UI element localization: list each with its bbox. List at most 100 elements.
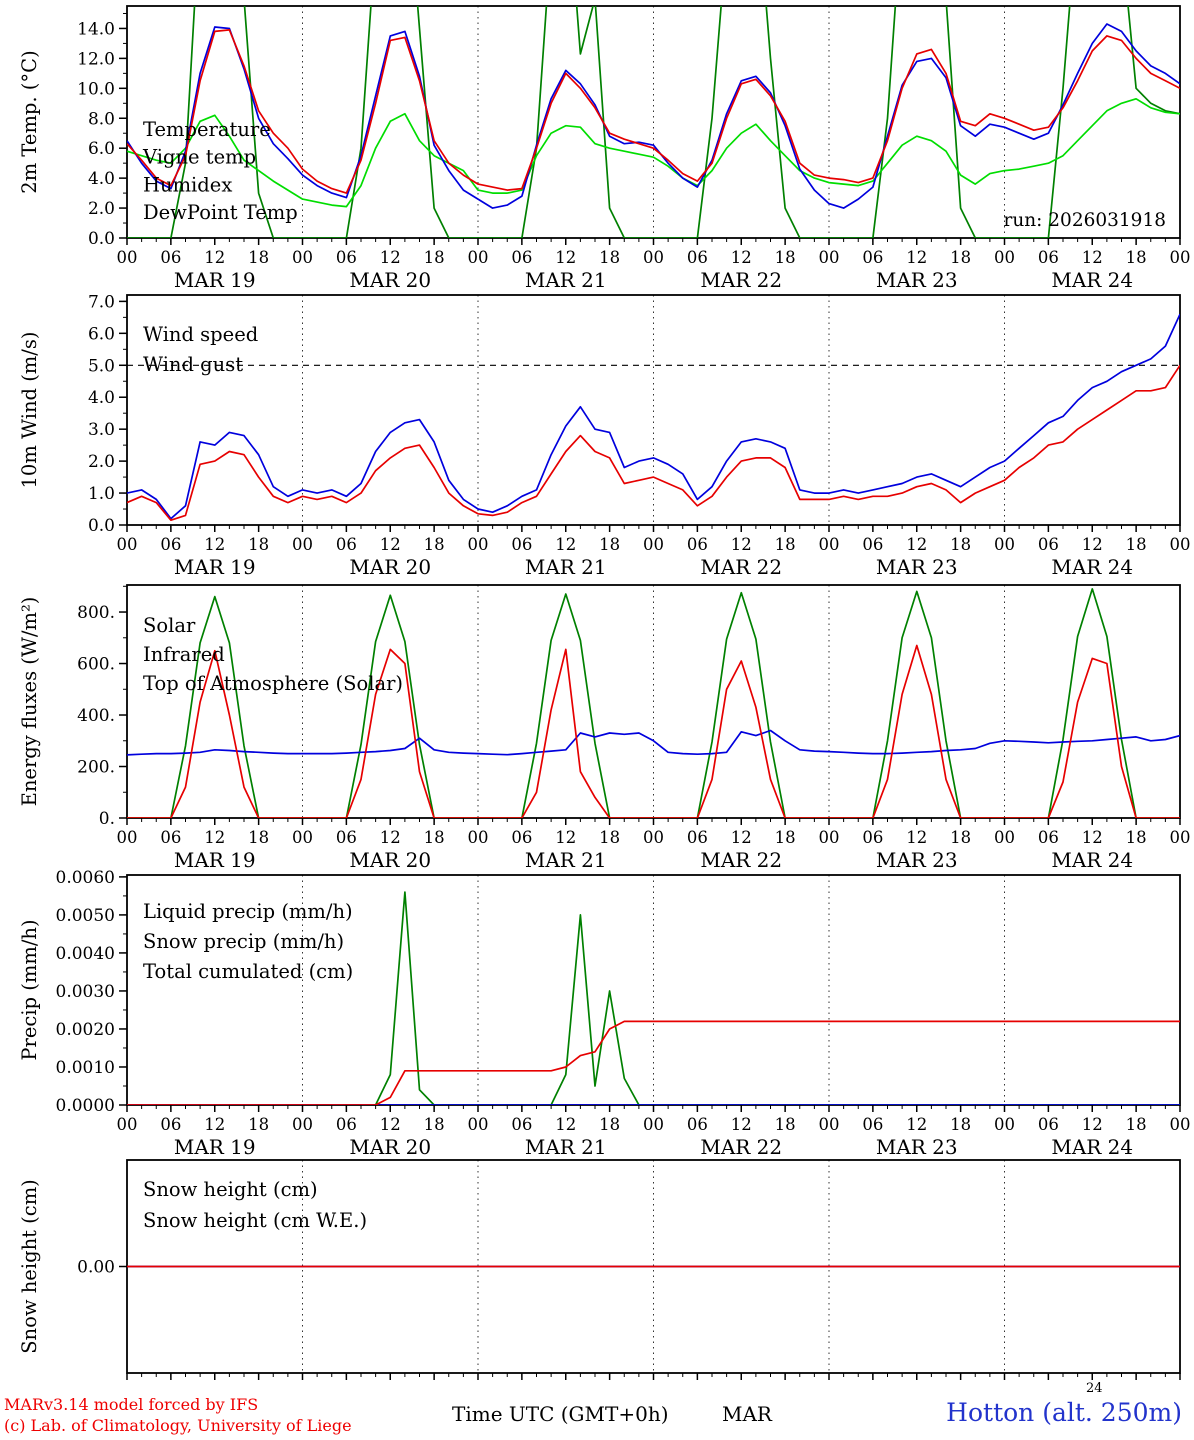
svg-text:MAR 23: MAR 23 xyxy=(876,555,958,578)
svg-text:Humidex: Humidex xyxy=(143,173,232,196)
svg-text:8.0: 8.0 xyxy=(88,109,115,129)
svg-text:00: 00 xyxy=(1170,248,1191,267)
svg-text:Snow precip (mm/h): Snow precip (mm/h) xyxy=(143,930,344,953)
series-total-cumulated-cm xyxy=(127,1020,1180,1105)
svg-text:2m Temp. (°C): 2m Temp. (°C) xyxy=(18,50,41,193)
svg-text:00: 00 xyxy=(819,1115,840,1134)
svg-text:00: 00 xyxy=(643,828,664,847)
svg-text:00: 00 xyxy=(117,1115,138,1134)
svg-text:1.0: 1.0 xyxy=(88,484,115,504)
temperature-chart: 0.0 2.0 4.0 6.0 8.0 10.0 12.0 14.0 00 06 12 18 00 06 1… xyxy=(18,5,1191,290)
svg-text:18: 18 xyxy=(424,535,445,554)
svg-text:Energy fluxes (W/m²): Energy fluxes (W/m²) xyxy=(18,597,41,807)
svg-text:18: 18 xyxy=(775,828,796,847)
svg-text:18: 18 xyxy=(950,828,971,847)
svg-text:MAR 19: MAR 19 xyxy=(174,555,256,578)
svg-text:18: 18 xyxy=(950,1115,971,1134)
svg-text:12: 12 xyxy=(204,1115,225,1134)
snow-height-chart: 0.00 Snow height (cm) Snow height (cm) Snow… xyxy=(18,1159,1181,1380)
svg-text:0.0040: 0.0040 xyxy=(56,944,115,964)
svg-text:2.0: 2.0 xyxy=(88,452,115,472)
svg-text:06: 06 xyxy=(160,828,181,847)
svg-text:00: 00 xyxy=(468,535,489,554)
svg-text:10m Wind (m/s): 10m Wind (m/s) xyxy=(18,332,41,489)
svg-text:MAR 22: MAR 22 xyxy=(700,268,782,290)
svg-text:4.0: 4.0 xyxy=(88,388,115,408)
svg-text:06: 06 xyxy=(160,535,181,554)
svg-text:14.0: 14.0 xyxy=(77,19,115,39)
svg-text:18: 18 xyxy=(775,248,796,267)
svg-text:12: 12 xyxy=(555,1115,576,1134)
svg-text:00: 00 xyxy=(643,1115,664,1134)
svg-text:MAR 20: MAR 20 xyxy=(349,1135,431,1158)
svg-text:12: 12 xyxy=(1082,535,1103,554)
svg-text:00: 00 xyxy=(117,828,138,847)
svg-text:0.0: 0.0 xyxy=(88,229,115,249)
svg-text:Infrared: Infrared xyxy=(143,643,225,666)
svg-text:Liquid precip (mm/h): Liquid precip (mm/h) xyxy=(143,900,353,923)
svg-text:3.0: 3.0 xyxy=(88,420,115,440)
svg-text:800.: 800. xyxy=(77,603,115,623)
svg-text:12: 12 xyxy=(380,828,401,847)
svg-text:18: 18 xyxy=(248,1115,269,1134)
svg-text:MAR 22: MAR 22 xyxy=(700,555,782,578)
model-credit-line2: (c) Lab. of Climatology, University of L… xyxy=(4,1416,352,1435)
svg-text:18: 18 xyxy=(248,248,269,267)
page-number: 24 xyxy=(1086,1381,1103,1396)
svg-text:12: 12 xyxy=(380,248,401,267)
svg-text:18: 18 xyxy=(248,828,269,847)
svg-text:06: 06 xyxy=(1038,535,1059,554)
svg-text:0.0010: 0.0010 xyxy=(56,1058,115,1078)
svg-text:12: 12 xyxy=(906,1115,927,1134)
svg-text:12: 12 xyxy=(731,248,752,267)
svg-text:run: 2026031918: run: 2026031918 xyxy=(1004,210,1167,231)
svg-text:Precip (mm/h): Precip (mm/h) xyxy=(18,919,41,1060)
svg-text:12: 12 xyxy=(380,535,401,554)
svg-text:18: 18 xyxy=(1126,535,1147,554)
svg-text:18: 18 xyxy=(424,1115,445,1134)
svg-text:18: 18 xyxy=(599,1115,620,1134)
svg-text:06: 06 xyxy=(336,535,357,554)
svg-text:00: 00 xyxy=(1170,1115,1191,1134)
wind-chart: 0.0 1.0 2.0 3.0 4.0 5.0 6.0 7.0 00 06 12 18 00 06 12 18… xyxy=(18,292,1191,578)
svg-text:MAR 24: MAR 24 xyxy=(1051,1135,1133,1158)
svg-text:MAR 19: MAR 19 xyxy=(174,1135,256,1158)
svg-text:06: 06 xyxy=(862,535,883,554)
svg-text:06: 06 xyxy=(862,248,883,267)
svg-text:12: 12 xyxy=(204,535,225,554)
series-dewpoint-temp xyxy=(127,97,1180,208)
svg-text:MAR 21: MAR 21 xyxy=(525,1135,607,1158)
svg-text:0.0050: 0.0050 xyxy=(56,906,115,926)
svg-text:12: 12 xyxy=(731,828,752,847)
svg-text:MAR 21: MAR 21 xyxy=(525,848,607,868)
svg-text:0.0: 0.0 xyxy=(88,516,115,536)
svg-text:12: 12 xyxy=(1082,828,1103,847)
svg-text:4.0: 4.0 xyxy=(88,169,115,189)
svg-text:12: 12 xyxy=(555,535,576,554)
svg-text:Snow height (cm): Snow height (cm) xyxy=(143,1178,318,1201)
svg-text:5.0: 5.0 xyxy=(88,356,115,376)
series-wind-speed xyxy=(127,364,1180,522)
svg-text:Temperature: Temperature xyxy=(143,118,271,141)
svg-text:Vigne temp: Vigne temp xyxy=(142,146,256,169)
svg-text:10.0: 10.0 xyxy=(77,79,115,99)
svg-text:06: 06 xyxy=(511,535,532,554)
svg-text:200.: 200. xyxy=(77,758,115,778)
svg-text:7.0: 7.0 xyxy=(88,292,115,312)
svg-text:06: 06 xyxy=(511,828,532,847)
svg-text:18: 18 xyxy=(1126,248,1147,267)
precip-chart: 0.0000 0.0010 0.0020 0.0030 0.0040 0.0050 0.00… xyxy=(18,868,1191,1158)
series-infrared xyxy=(127,729,1180,756)
svg-text:MAR 19: MAR 19 xyxy=(174,268,256,290)
svg-text:06: 06 xyxy=(687,248,708,267)
model-credit: MARv3.14 model forced by IFS (c) Lab. of… xyxy=(4,1394,352,1436)
svg-text:0.00: 0.00 xyxy=(77,1258,115,1278)
svg-text:12: 12 xyxy=(906,828,927,847)
svg-text:18: 18 xyxy=(1126,828,1147,847)
svg-text:12: 12 xyxy=(906,248,927,267)
svg-text:18: 18 xyxy=(599,828,620,847)
svg-text:00: 00 xyxy=(994,828,1015,847)
svg-text:18: 18 xyxy=(950,535,971,554)
svg-text:12.0: 12.0 xyxy=(77,49,115,69)
